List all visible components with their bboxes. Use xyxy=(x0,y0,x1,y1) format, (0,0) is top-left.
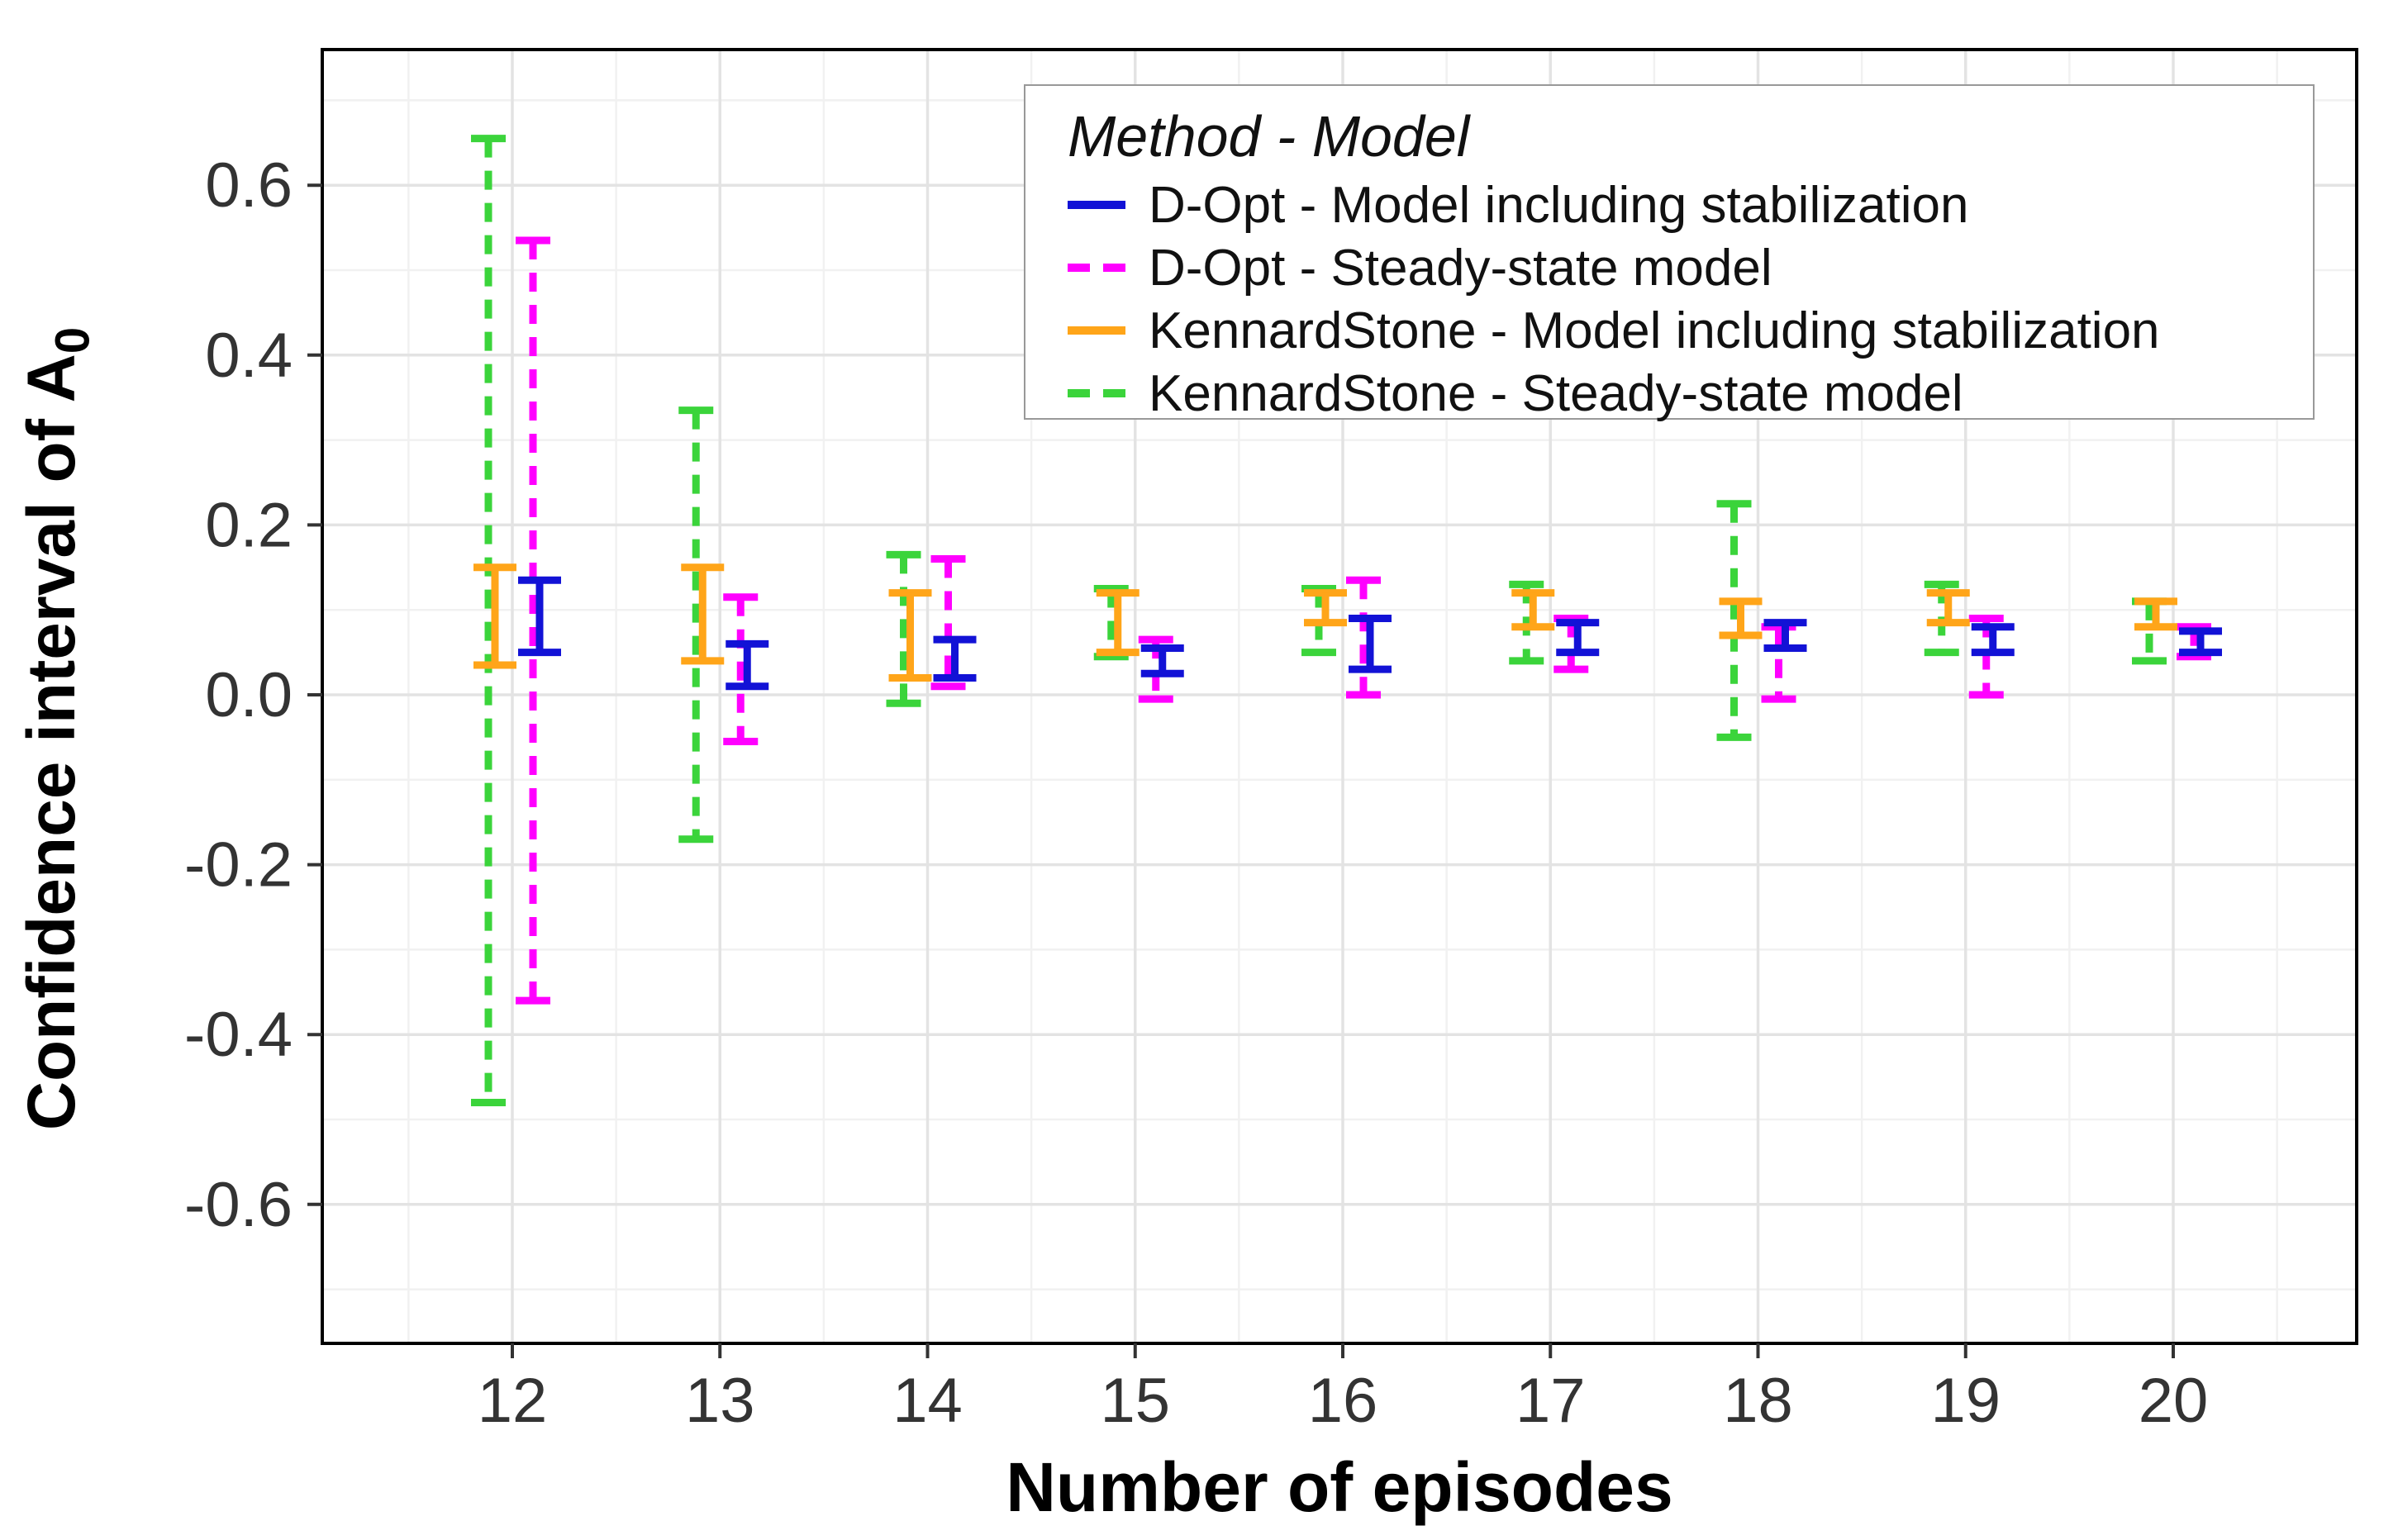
error-bar xyxy=(1968,614,2004,699)
y-tick-label: -0.6 xyxy=(184,1170,293,1240)
legend-item-label: D-Opt - Steady-state model xyxy=(1149,240,1772,297)
x-tick-label: 14 xyxy=(892,1366,963,1436)
y-tick-label: 0.0 xyxy=(205,660,293,730)
error-bar xyxy=(518,576,561,657)
error-bar xyxy=(1304,589,1347,627)
x-tick-label: 15 xyxy=(1100,1366,1170,1436)
error-bar xyxy=(1511,589,1555,631)
x-tick-label: 13 xyxy=(685,1366,755,1436)
error-bar xyxy=(516,236,550,1005)
error-bar xyxy=(726,639,769,691)
series-kennardstone-stabilization xyxy=(473,563,2177,682)
y-tick-label: 0.2 xyxy=(205,490,293,560)
error-bar xyxy=(1926,589,1970,627)
error-bar xyxy=(1140,644,1184,677)
axis-ticks: 0.6 0.4 0.2 0.0 -0.2 -0.4 -0.6 12 13 14 15 16 17 18 19… xyxy=(184,150,2208,1436)
x-axis-title: Number of episodes xyxy=(1006,1448,1673,1526)
x-tick-label: 19 xyxy=(1930,1366,2001,1436)
error-bar xyxy=(1349,614,1392,673)
error-bar xyxy=(681,563,725,665)
legend-item-label: D-Opt - Model including stabilization xyxy=(1149,177,1968,234)
legend-box xyxy=(1024,84,2315,420)
y-tick-label: 0.4 xyxy=(205,321,293,391)
x-tick-label: 16 xyxy=(1308,1366,1378,1436)
error-bar xyxy=(1719,597,1763,639)
y-tick-label: 0.6 xyxy=(205,150,293,221)
error-bar xyxy=(1761,623,1796,703)
error-bar xyxy=(471,135,506,1106)
legend-item-label: KennardStone - Steady-state model xyxy=(1149,365,1963,422)
error-bar xyxy=(886,550,921,707)
legend-item: KennardStone - Model including stabiliza… xyxy=(1068,302,2160,359)
error-bar xyxy=(930,555,966,691)
legend-item-label: KennardStone - Model including stabiliza… xyxy=(1149,302,2160,359)
y-tick-label: -0.4 xyxy=(184,1000,293,1070)
legend: Method - Model D-Opt - Model including st… xyxy=(1024,84,2315,422)
y-axis-title: Confidence interval of A0 xyxy=(13,163,100,1295)
series-kennardstone-steady-state xyxy=(471,135,2167,1106)
error-bar xyxy=(1346,576,1381,699)
y-axis-title-main: Confidence interval of A xyxy=(14,354,89,1131)
legend-title: Method - Model xyxy=(1068,104,1472,169)
y-axis-title-sub: 0 xyxy=(45,326,100,354)
error-bar xyxy=(888,589,932,682)
legend-item: KennardStone - Steady-state model xyxy=(1068,365,1963,422)
error-bar xyxy=(2179,627,2222,657)
x-tick-label: 20 xyxy=(2139,1366,2209,1436)
error-bar xyxy=(1716,500,1752,741)
error-bar xyxy=(1556,619,1600,657)
error-bar xyxy=(678,406,714,844)
error-bar xyxy=(933,635,977,682)
x-tick-label: 18 xyxy=(1723,1366,1793,1436)
error-bar xyxy=(1301,585,1336,657)
legend-item: D-Opt - Steady-state model xyxy=(1068,240,1772,297)
error-bar xyxy=(1553,614,1589,673)
series-d-opt-stabilization xyxy=(518,576,2222,691)
error-bar xyxy=(2134,597,2177,631)
error-bar xyxy=(473,563,516,669)
error-bar xyxy=(723,593,759,746)
error-bar xyxy=(1096,589,1140,657)
error-bar xyxy=(1763,619,1807,652)
legend-item: D-Opt - Model including stabilization xyxy=(1068,177,1968,234)
y-tick-label: -0.2 xyxy=(184,830,293,901)
error-bar xyxy=(1971,623,2015,657)
error-bar xyxy=(1509,580,1544,665)
x-tick-label: 17 xyxy=(1515,1366,1586,1436)
x-tick-label: 12 xyxy=(478,1366,548,1436)
error-bar xyxy=(1093,585,1129,661)
